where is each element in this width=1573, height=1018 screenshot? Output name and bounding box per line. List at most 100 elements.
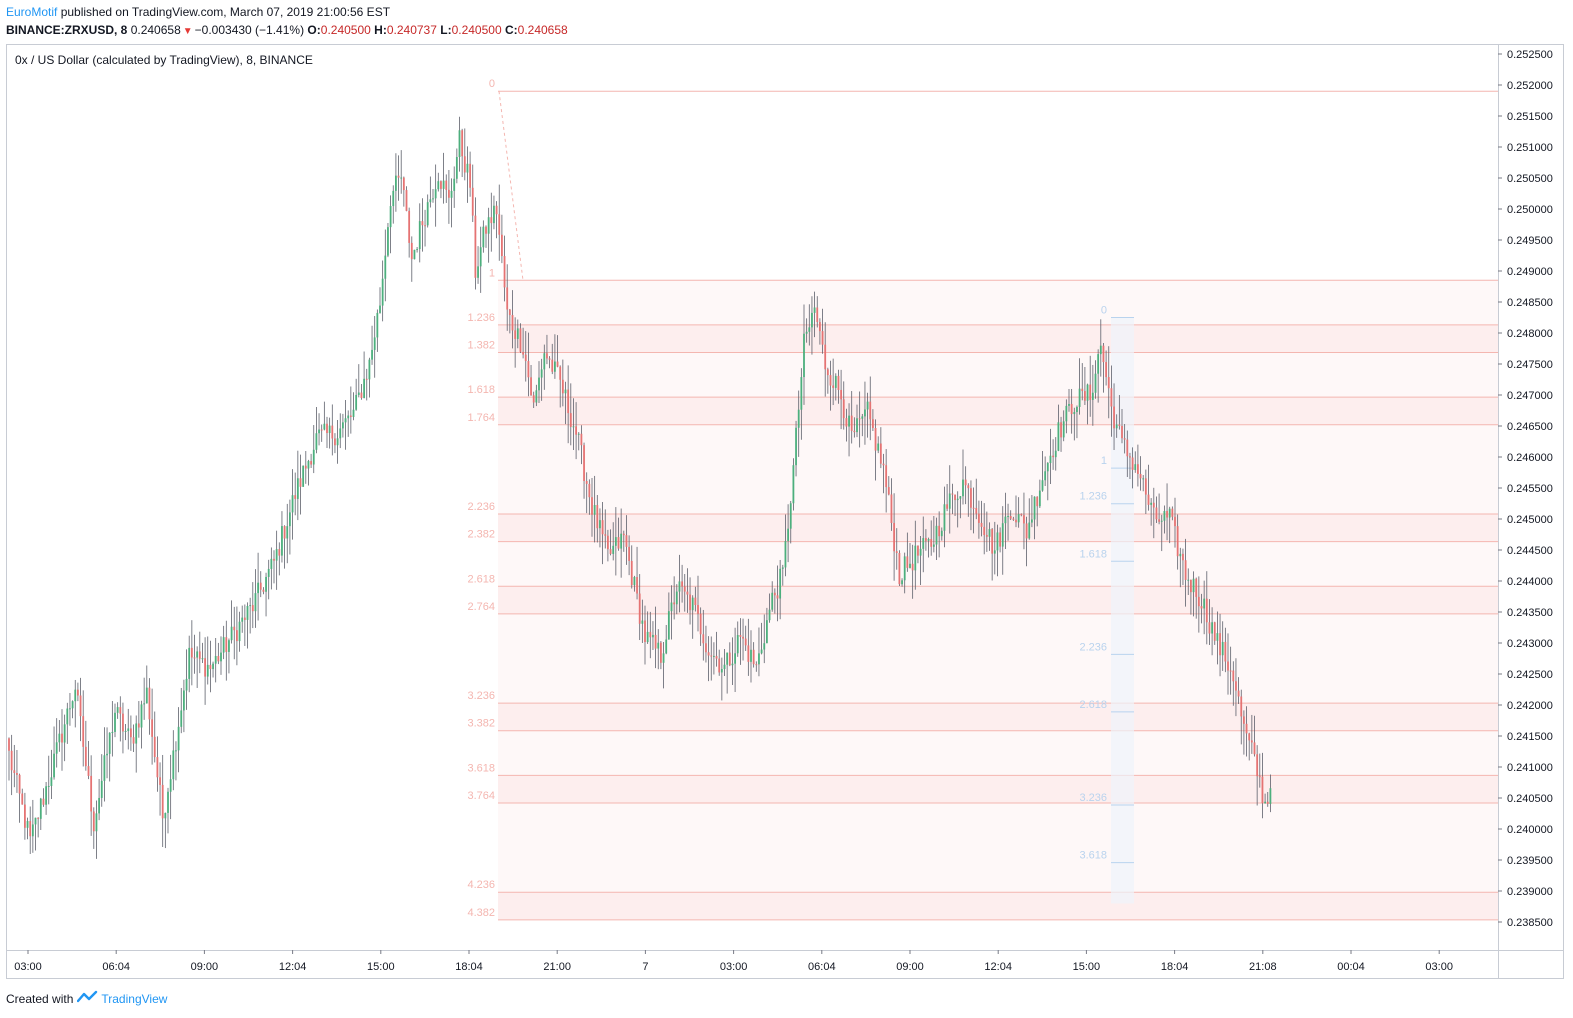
candle-body	[1110, 388, 1113, 407]
candle-body	[980, 522, 983, 527]
candle-body	[705, 643, 707, 653]
candle-body	[956, 498, 959, 501]
candle-body	[487, 217, 490, 234]
price-tick-label: 0.242000	[1507, 700, 1553, 712]
candle-body	[1155, 507, 1158, 520]
candle-body	[877, 443, 880, 451]
candle-body	[561, 379, 564, 394]
candle-body	[1073, 412, 1076, 415]
candle-body	[1009, 516, 1012, 519]
candle-body	[310, 461, 312, 465]
candle-body	[1150, 502, 1153, 505]
candle-body	[636, 577, 638, 594]
candle-body	[1015, 519, 1017, 523]
candle-body	[315, 433, 318, 450]
candle-body	[720, 669, 723, 673]
candle-body	[482, 226, 485, 248]
candle-body	[1107, 377, 1110, 389]
candle-body	[996, 532, 999, 551]
candle-body	[342, 422, 344, 429]
candle-body	[800, 377, 803, 410]
candle-body	[506, 287, 509, 310]
candle-body	[13, 770, 16, 774]
candle-body	[781, 567, 784, 569]
candle-body	[1158, 519, 1160, 522]
fib-extension-1[interactable]: 0 1 1.236 1.382 1.618 1.764 2.236 2.382 2.618 2.7…	[467, 78, 1498, 921]
candle-body	[702, 634, 705, 644]
candle-body	[214, 655, 217, 664]
candle-body	[212, 663, 214, 670]
candle-body	[591, 497, 593, 515]
candle-body	[993, 550, 996, 554]
candle-body	[890, 494, 893, 523]
candle-body	[538, 377, 540, 391]
candle-body	[326, 423, 328, 434]
fib-band	[498, 397, 1498, 425]
candle-body	[498, 214, 501, 235]
candle-body	[901, 580, 903, 585]
candle-body	[262, 589, 265, 592]
candle-body	[508, 309, 511, 316]
fib-extension-2[interactable]: 0 1 1.236 1.618 2.236 2.618 3.236 3.618	[1079, 305, 1134, 904]
candle-body	[840, 389, 842, 400]
candle-body	[925, 538, 927, 541]
candle-body	[569, 413, 572, 428]
candle-body	[1266, 801, 1269, 804]
candle-body	[760, 649, 763, 654]
candle-body	[1240, 696, 1243, 717]
fib-level-label: 1.618	[467, 384, 495, 396]
candle-body	[289, 512, 291, 527]
candle-body	[169, 779, 172, 792]
price-axis[interactable]: 0.252500 0.252000 0.251500 0.251000 0.250500…	[1498, 49, 1553, 929]
price-tick-label: 0.248000	[1507, 328, 1553, 340]
candle-body	[660, 642, 662, 663]
candle-body	[879, 443, 882, 464]
candle-body	[299, 478, 302, 487]
candle-body	[932, 544, 935, 547]
candle-body	[898, 552, 901, 585]
candle-body	[609, 549, 612, 554]
candle-body	[432, 198, 434, 200]
candle-body	[318, 429, 320, 434]
candle-body	[670, 602, 673, 612]
candle-body	[797, 409, 800, 428]
candle-body	[1139, 473, 1142, 479]
fib-level-label: 3.764	[467, 790, 495, 802]
candle-body	[1248, 733, 1251, 741]
candle-body	[339, 428, 342, 439]
author-link[interactable]: EuroMotif	[6, 5, 58, 19]
time-tick-label: 15:00	[1073, 961, 1101, 973]
candle-body	[718, 658, 721, 673]
candle-body	[675, 591, 678, 605]
candle-body	[357, 392, 360, 395]
candle-body	[723, 664, 726, 670]
candle-body	[334, 438, 336, 446]
candle-body	[909, 563, 911, 568]
candle-body	[450, 190, 453, 198]
candle-body	[1216, 633, 1219, 641]
candle-body	[114, 712, 116, 732]
fib-level-label: 2.764	[467, 601, 495, 613]
price-tick-label: 0.245000	[1507, 514, 1553, 526]
candle-body	[1062, 421, 1065, 438]
candle-body	[893, 522, 895, 552]
fib2-level-label: 1.236	[1079, 491, 1107, 503]
candle-body	[84, 746, 87, 767]
candle-body	[493, 205, 495, 224]
tradingview-link[interactable]: TradingView	[101, 991, 168, 1006]
candle-body	[554, 361, 556, 372]
candle-body	[1076, 406, 1078, 413]
candle-body	[455, 157, 458, 179]
candle-body	[625, 535, 628, 547]
candle-body	[228, 640, 230, 652]
candle-body	[678, 581, 681, 592]
candle-body	[122, 713, 124, 732]
candle-body	[930, 539, 933, 547]
candle-body	[344, 418, 347, 423]
candle-body	[66, 708, 69, 725]
candle-body	[744, 638, 747, 646]
time-axis[interactable]: 03:00 06:04 09:00 12:04 15:00 18:04 21:00 7 03:0…	[14, 950, 1453, 973]
candle-body	[137, 723, 140, 728]
candle-body	[1025, 523, 1028, 539]
